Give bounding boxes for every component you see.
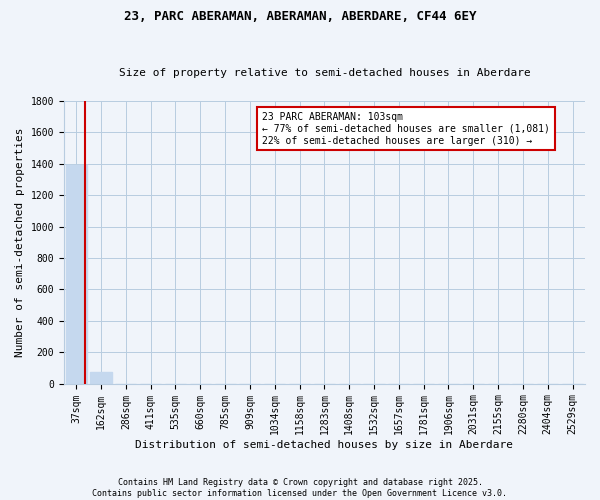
Text: 23, PARC ABERAMAN, ABERAMAN, ABERDARE, CF44 6EY: 23, PARC ABERAMAN, ABERAMAN, ABERDARE, C… <box>124 10 476 23</box>
X-axis label: Distribution of semi-detached houses by size in Aberdare: Distribution of semi-detached houses by … <box>136 440 514 450</box>
Bar <box>91 372 112 384</box>
Bar <box>65 165 87 384</box>
Y-axis label: Number of semi-detached properties: Number of semi-detached properties <box>15 128 25 357</box>
Text: 23 PARC ABERAMAN: 103sqm
← 77% of semi-detached houses are smaller (1,081)
22% o: 23 PARC ABERAMAN: 103sqm ← 77% of semi-d… <box>262 112 550 146</box>
Text: Contains HM Land Registry data © Crown copyright and database right 2025.
Contai: Contains HM Land Registry data © Crown c… <box>92 478 508 498</box>
Title: Size of property relative to semi-detached houses in Aberdare: Size of property relative to semi-detach… <box>119 68 530 78</box>
